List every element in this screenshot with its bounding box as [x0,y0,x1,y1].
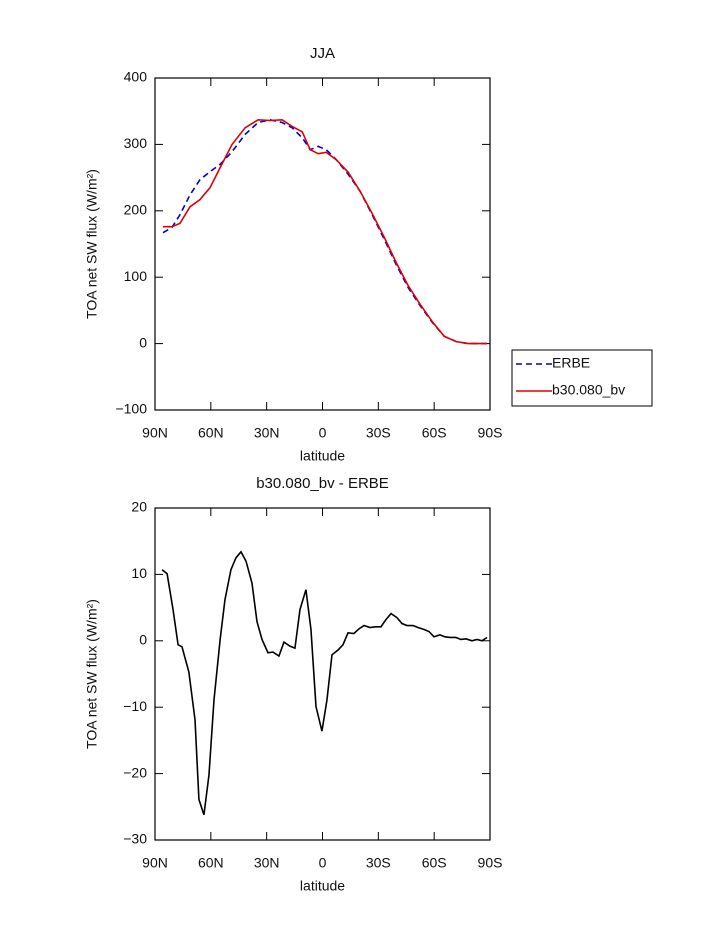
y-tick-label: 10 [131,565,147,581]
y-tick-label: 200 [124,202,148,218]
x-tick-label: 90S [478,425,503,441]
data-line [161,550,488,816]
x-tick-label: 0 [319,425,327,441]
y-tick-label: 100 [124,268,148,284]
x-axis-label: latitude [300,878,345,894]
legend-label: ERBE [552,355,590,371]
chart-title: JJA [310,45,335,62]
x-tick-label: 60N [198,425,224,441]
plot-frame [154,77,491,411]
x-tick-label: 90N [142,855,168,871]
y-tick-label: −100 [115,401,147,417]
y-tick-label: −30 [123,831,147,847]
x-tick-label: 90N [142,425,168,441]
y-tick-label: −20 [123,764,147,780]
y-tick-label: 20 [131,499,147,515]
plot-frame [154,507,491,841]
x-tick-label: 90S [478,855,503,871]
x-tick-label: 60N [198,855,224,871]
y-axis-label: TOA net SW flux (W/m²) [84,599,100,749]
x-tick-label: 30N [254,855,280,871]
x-tick-label: 0 [319,855,327,871]
data-line [162,119,488,345]
y-axis-label: TOA net SW flux (W/m²) [84,169,100,319]
chart-title: b30.080_bv - ERBE [256,475,389,492]
x-tick-label: 30N [254,425,280,441]
x-axis-label: latitude [300,448,345,464]
x-tick-label: 30S [366,425,391,441]
x-tick-label: 60S [422,425,447,441]
y-tick-label: 0 [139,632,147,648]
x-tick-label: 60S [422,855,447,871]
legend-box [511,349,653,407]
y-tick-label: 400 [124,69,148,85]
data-line [163,119,488,345]
legend-label: b30.080_bv [552,382,625,398]
y-tick-label: −10 [123,698,147,714]
y-tick-label: 300 [124,135,148,151]
y-tick-label: 0 [139,334,147,350]
x-tick-label: 30S [366,855,391,871]
